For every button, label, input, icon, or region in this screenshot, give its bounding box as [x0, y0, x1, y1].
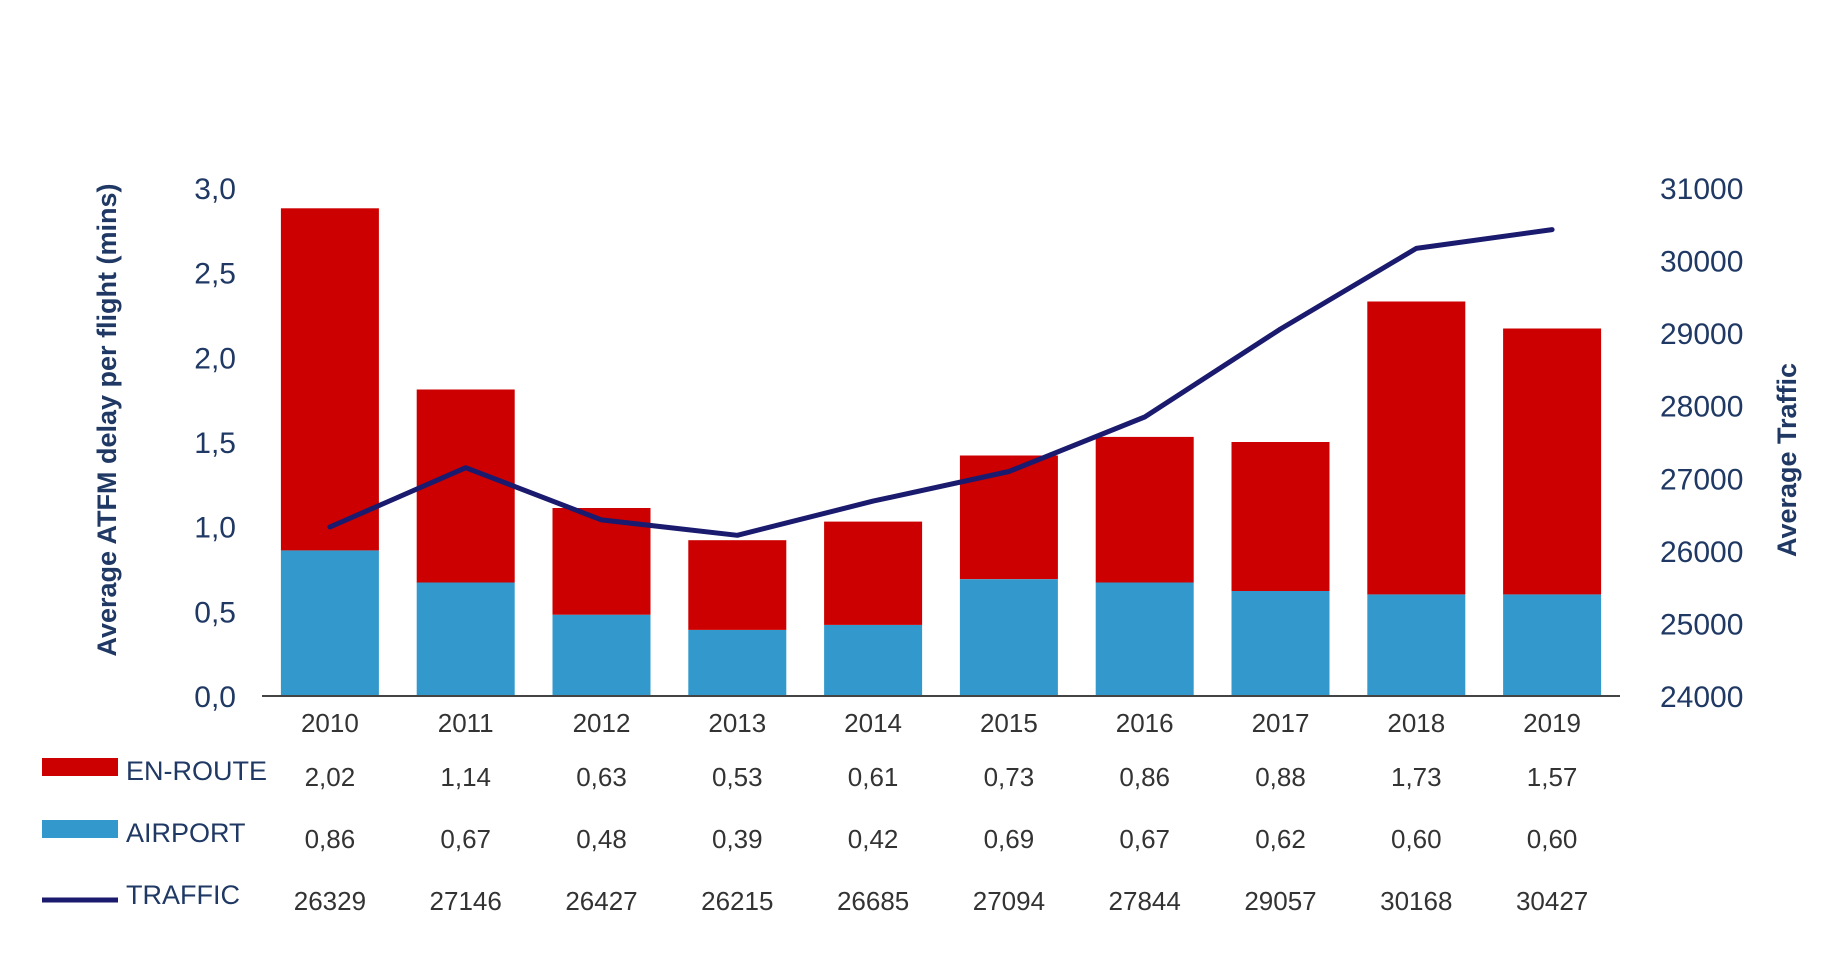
y-tick-label: 3,0: [194, 173, 236, 206]
table-cell-airport: 0,67: [1119, 824, 1170, 854]
y2-tick-label: 26000: [1660, 536, 1743, 569]
y-tick-label: 1,5: [194, 427, 236, 460]
y2-tick-label: 31000: [1660, 173, 1743, 206]
table-cell-traffic: 27094: [973, 886, 1045, 916]
table-cell-traffic: 27146: [430, 886, 502, 916]
bar-airport-2016: [1095, 582, 1194, 696]
table-cell-airport: 0,42: [848, 824, 899, 854]
table-cell-en-route: 0,73: [984, 762, 1035, 792]
bars-layer: [280, 208, 1602, 696]
table-cell-airport: 0,48: [576, 824, 627, 854]
y-tick-label: 2,5: [194, 258, 236, 291]
bar-airport-2019: [1503, 594, 1602, 696]
bar-airport-2010: [280, 550, 379, 696]
table-cell-en-route: 2,02: [305, 762, 356, 792]
table-cell-traffic: 26685: [837, 886, 909, 916]
bar-en-route-2011: [416, 389, 515, 583]
table-cell-airport: 0,62: [1255, 824, 1306, 854]
table-cell-en-route: 0,53: [712, 762, 763, 792]
y2-tick-label: 24000: [1660, 681, 1743, 714]
bar-airport-2011: [416, 582, 515, 696]
bar-en-route-2014: [824, 521, 923, 625]
x-tick-label: 2010: [301, 708, 359, 738]
y2-tick-label: 30000: [1660, 246, 1743, 279]
x-tick-label: 2015: [980, 708, 1038, 738]
x-tick-label: 2017: [1252, 708, 1310, 738]
y-tick-label: 2,0: [194, 342, 236, 375]
table-cell-airport: 0,69: [984, 824, 1035, 854]
table-cell-traffic: 30168: [1380, 886, 1452, 916]
table-cell-en-route: 0,86: [1119, 762, 1170, 792]
bar-en-route-2010: [280, 208, 379, 551]
x-tick-label: 2012: [573, 708, 631, 738]
y-tick-label: 0,0: [194, 681, 236, 714]
table-cell-traffic: 26215: [701, 886, 773, 916]
bar-en-route-2013: [688, 540, 787, 630]
x-tick-label: 2013: [708, 708, 766, 738]
table-cell-traffic: 26427: [565, 886, 637, 916]
table-cell-en-route: 0,88: [1255, 762, 1306, 792]
bar-en-route-2019: [1503, 328, 1602, 595]
traffic-line-layer: [327, 227, 1555, 538]
table-cell-airport: 0,86: [305, 824, 356, 854]
table-cell-en-route: 0,61: [848, 762, 899, 792]
bar-airport-2018: [1367, 594, 1466, 696]
table-cell-airport: 0,39: [712, 824, 763, 854]
y-tick-label: 0,5: [194, 596, 236, 629]
table-cell-traffic: 27844: [1109, 886, 1181, 916]
x-tick-label: 2019: [1523, 708, 1581, 738]
x-tick-label: 2016: [1116, 708, 1174, 738]
legend-label-traffic: TRAFFIC: [126, 880, 240, 910]
table-cell-airport: 0,60: [1527, 824, 1578, 854]
bar-en-route-2018: [1367, 301, 1466, 595]
table-cell-en-route: 1,73: [1391, 762, 1442, 792]
bar-en-route-2016: [1095, 436, 1194, 583]
line-traffic: [327, 227, 1555, 538]
y2-tick-label: 29000: [1660, 318, 1743, 351]
y2-tick-label: 25000: [1660, 608, 1743, 641]
bar-en-route-2017: [1231, 442, 1330, 591]
bar-airport-2017: [1231, 591, 1330, 696]
x-tick-label: 2018: [1387, 708, 1445, 738]
legend-swatch-en-route: [42, 758, 118, 776]
legend-label-airport: AIRPORT: [126, 818, 246, 848]
data-table: EN-ROUTE 2,02 1,14 0,63 0,53 0,61 0,73 0,86 0,88…: [42, 756, 1588, 916]
legend-swatch-airport: [42, 820, 118, 838]
table-cell-airport: 0,67: [440, 824, 491, 854]
table-cell-en-route: 0,63: [576, 762, 627, 792]
y2-tick-label: 27000: [1660, 463, 1743, 496]
bar-airport-2015: [959, 579, 1058, 696]
table-cell-airport: 0,60: [1391, 824, 1442, 854]
x-tick-label: 2014: [844, 708, 902, 738]
legend-label-en-route: EN-ROUTE: [126, 756, 267, 786]
y-axis-title: Average ATFM delay per flight (mins): [92, 183, 122, 656]
table-cell-en-route: 1,14: [440, 762, 491, 792]
y2-axis-title: Average Traffic: [1772, 363, 1802, 557]
table-cell-traffic: 26329: [294, 886, 366, 916]
y-tick-label: 1,0: [194, 512, 236, 545]
x-tick-label: 2011: [438, 708, 494, 738]
bar-airport-2014: [824, 624, 923, 696]
bar-airport-2012: [552, 614, 651, 696]
table-cell-traffic: 30427: [1516, 886, 1588, 916]
y2-tick-label: 28000: [1660, 391, 1743, 424]
bar-airport-2013: [688, 630, 787, 696]
table-cell-en-route: 1,57: [1527, 762, 1578, 792]
table-cell-traffic: 29057: [1244, 886, 1316, 916]
axes-layer: 0,0 0,5 1,0 1,5 2,0 2,5 3,0 24000 25000 26000 2700…: [194, 173, 1743, 738]
